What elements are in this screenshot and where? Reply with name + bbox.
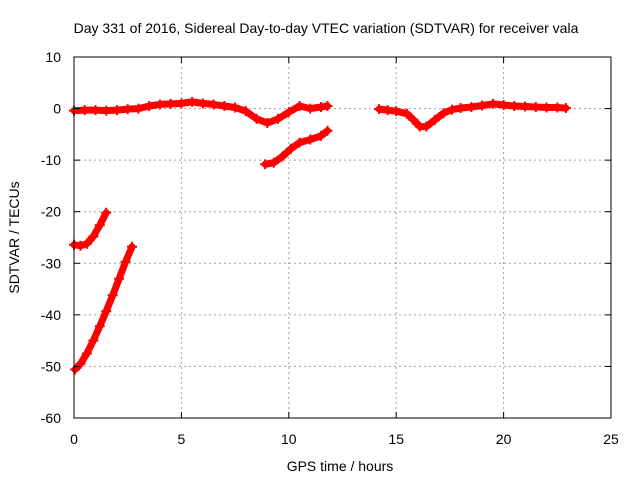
data-point <box>208 99 219 110</box>
series-band <box>70 209 110 250</box>
data-point <box>520 101 531 112</box>
x-tick-label: 10 <box>281 431 297 447</box>
data-point <box>455 103 466 114</box>
y-tick-label: -20 <box>41 204 61 220</box>
y-tick-label: 0 <box>53 101 61 117</box>
data-point <box>447 104 458 115</box>
grid-layer <box>74 57 611 418</box>
data-point <box>509 100 520 111</box>
data-point <box>81 348 92 359</box>
data-point <box>79 105 90 116</box>
data-point <box>285 143 296 154</box>
data-point <box>552 102 563 113</box>
series-band <box>71 243 136 373</box>
data-point <box>114 273 125 284</box>
data-point <box>316 102 327 113</box>
y-tick-label: -40 <box>41 307 61 323</box>
data-point <box>88 231 99 242</box>
data-point <box>316 130 327 141</box>
series-layer <box>69 96 571 375</box>
data-point <box>530 102 541 113</box>
x-axis-label: GPS time / hours <box>287 458 394 474</box>
data-point <box>219 100 230 111</box>
series-segment-early-lower <box>70 241 137 375</box>
data-point <box>88 335 99 346</box>
data-point <box>322 100 333 111</box>
x-tick-label: 15 <box>388 431 404 447</box>
plot-frame <box>73 56 612 419</box>
data-point <box>429 114 440 125</box>
tick-layer: 0 5 10 15 20 25 -60 -50 -40 -30 -20 -10 0 10 <box>41 49 619 447</box>
y-tick-label: -30 <box>41 255 61 271</box>
data-point <box>94 220 105 231</box>
data-point <box>277 151 288 162</box>
data-point <box>240 106 251 117</box>
data-point <box>251 113 262 124</box>
data-point <box>283 107 294 118</box>
data-point <box>401 108 412 119</box>
data-point <box>187 96 198 107</box>
series-segment-main-14-23 <box>374 98 571 132</box>
data-point <box>273 113 284 124</box>
data-point <box>101 306 112 317</box>
data-point <box>421 121 432 132</box>
data-point <box>374 104 385 115</box>
y-tick-label: 10 <box>45 49 61 65</box>
data-point <box>541 102 552 113</box>
data-point <box>382 105 393 116</box>
data-point <box>176 98 187 109</box>
data-point <box>90 105 101 116</box>
data-point <box>165 98 176 109</box>
data-point <box>268 157 279 168</box>
data-point <box>498 99 509 110</box>
y-tick-label: -50 <box>41 358 61 374</box>
data-point <box>560 103 571 114</box>
data-point <box>133 103 144 114</box>
data-point <box>94 321 105 332</box>
data-point <box>322 125 333 136</box>
data-point <box>122 104 133 115</box>
x-tick-label: 25 <box>603 431 619 447</box>
data-point <box>466 102 477 113</box>
data-point <box>144 100 155 111</box>
x-tick-label: 5 <box>178 431 186 447</box>
data-point <box>75 240 86 251</box>
data-point <box>230 102 241 113</box>
data-point <box>101 207 112 218</box>
series-segment-main-0-12 <box>69 96 333 129</box>
x-tick-label: 0 <box>70 431 78 447</box>
y-tick-label: -60 <box>41 410 61 426</box>
data-point <box>107 290 118 301</box>
series-segment-early-upper <box>69 207 112 251</box>
data-point <box>111 105 122 116</box>
data-point <box>197 98 208 109</box>
data-point <box>438 108 449 119</box>
data-point <box>305 103 316 114</box>
data-point <box>101 105 112 116</box>
data-point <box>408 114 419 125</box>
chart-title: Day 331 of 2016, Sidereal Day-to-day VTE… <box>74 20 579 36</box>
data-point <box>75 358 86 369</box>
data-point <box>487 98 498 109</box>
data-point <box>294 100 305 111</box>
series-segment-lower-9-12 <box>260 125 333 170</box>
data-point <box>154 99 165 110</box>
data-point <box>477 100 488 111</box>
data-point <box>260 159 271 170</box>
y-tick-label: -10 <box>41 152 61 168</box>
data-point <box>262 118 273 129</box>
data-point <box>120 256 131 267</box>
data-point <box>294 137 305 148</box>
data-point <box>81 238 92 249</box>
data-point <box>391 106 402 117</box>
data-point <box>126 241 137 252</box>
x-tick-label: 20 <box>496 431 512 447</box>
y-axis-label: SDTVAR / TECUs <box>6 181 22 293</box>
data-point <box>305 134 316 145</box>
